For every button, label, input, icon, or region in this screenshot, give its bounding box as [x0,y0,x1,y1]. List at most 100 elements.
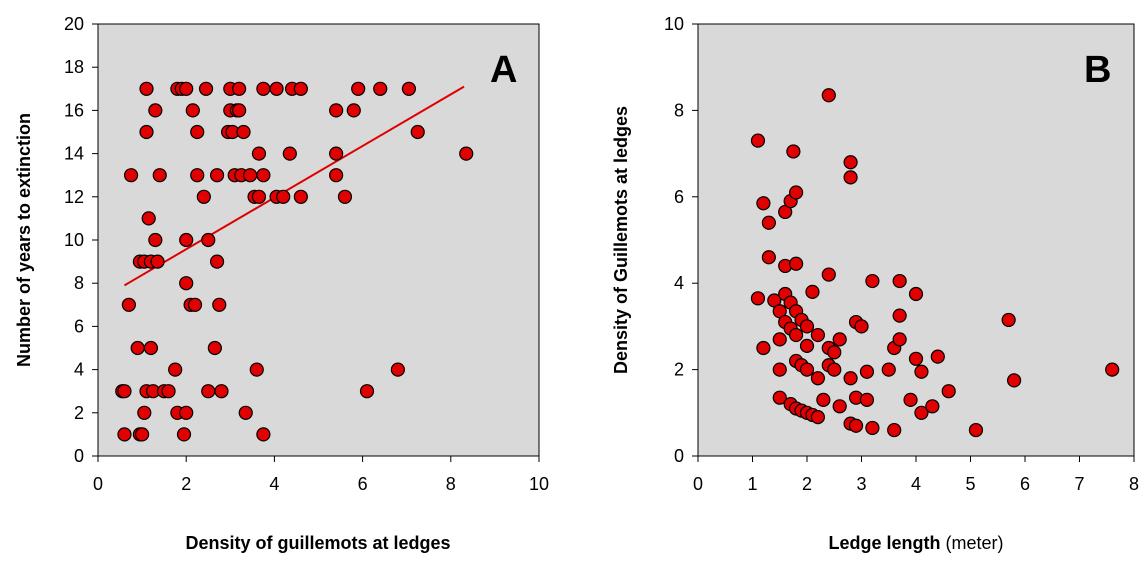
panel-b-x-tick-label: 2 [802,474,812,494]
panel-b-data-point [821,267,836,282]
panel-b-data-point [821,88,836,103]
panel-a-y-tick-label: 20 [64,14,84,34]
panel-a-y-tick-label: 14 [64,144,84,164]
panel-b-x-tick-label: 8 [1129,474,1139,494]
panel-b-data-point [941,384,956,399]
panel-a-data-point [190,168,205,183]
panel-a-data-point [161,384,176,399]
panel-a-data-point [209,254,225,269]
panel-a-data-point [256,81,271,96]
panel-a-data-point [390,362,405,377]
panel-a-data-point [139,124,154,140]
panel-a-data-point [243,168,258,183]
panel-a-data-point [196,189,211,204]
panel-a-data-point [249,362,264,377]
panel-a-data-point [187,297,203,312]
panel-b-data-point [925,399,940,414]
panel-b-data-point [865,420,880,436]
panel-a-data-point [329,168,344,183]
panel-a-data-point [143,340,159,356]
panel-b-data-point [892,308,907,323]
panel-b-data-point [914,364,929,379]
panel-a-x-tick-label: 10 [529,474,549,494]
panel-a-data-point [232,81,247,96]
panel-b-x-tick-label: 1 [747,474,757,494]
panel-b-data-point [750,133,766,148]
panel-a-data-point [337,189,353,204]
panel-a-data-point [346,103,361,118]
panel-b-data-point [968,422,984,438]
panel-a-data-point [232,103,247,118]
panel-b-data-point [799,319,815,334]
panel-a-letter: A [490,49,517,91]
panel-a-data-point [293,189,308,204]
panel-a-data-point [214,384,229,399]
panel-b-data-point [832,332,847,347]
panel-a-data-point [141,211,156,226]
panel-a: 0 2 4 6 8 10 0 2 4 6 8 10 12 14 16 18 20 A Density of gu… [14,14,549,553]
panel-b-x-tick-label: 5 [965,474,975,494]
panel-b-data-point [756,196,771,211]
panel-b-data-point [786,144,801,159]
panel-b-data-point [810,327,826,343]
panel-a-x-tick-label: 2 [181,474,191,494]
panel-b-data-point [908,286,924,302]
panel-b-data-point [908,351,924,366]
panel-b-data-point [1006,373,1022,388]
panel-b-data-point [772,332,787,347]
panel-a-data-point [401,81,417,96]
panel-a-x-tick-label: 6 [358,474,368,494]
panel-a-trendline [123,85,465,287]
panel-a-x-axis-label: Density of guillemots at ledges [185,533,450,553]
panel-b-x-tick-label: 3 [856,474,866,494]
panel-a-data-point [351,81,366,96]
panel-a-data-point [373,81,388,96]
panel-a-data-point [117,384,132,399]
panel-a-data-point [201,232,216,248]
panel-a-data-point [179,405,194,420]
panel-b-data-point [892,332,907,347]
panel-b-data-point [816,392,831,407]
panel-a-data-point [148,103,163,118]
panel-b-data-point [843,371,858,386]
panel-b-data-point [914,405,929,420]
panel-b-data-point [892,273,907,289]
panel-b-data-point [854,319,869,334]
panel-b-data-point [903,392,918,407]
panel-b-x-axis-unit: (meter) [941,533,1004,553]
panel-b-data-point [832,399,847,414]
panel-a-y-tick-label: 8 [74,273,84,293]
panel-b-data-point [799,338,815,353]
panel-a-data-point [137,405,152,420]
panel-b-data-point [761,215,776,230]
panel-b-x-axis-label-main: Ledge length [829,533,941,553]
panel-a-data-point [256,168,271,183]
panel-b-y-axis-label: Density of Guillemots at ledges [611,106,631,374]
panel-a-data-point [276,189,291,204]
panel-a-data-point [176,427,192,442]
panel-a-data-point [329,103,344,118]
panel-a-data-point [209,168,225,183]
panel-a-data-point [185,103,200,118]
panel-a-data-point [359,384,375,399]
panel-a-data-point [123,168,139,183]
panel-b-y-tick-label: 0 [674,446,684,466]
panel-b-data-point [810,410,826,425]
panel-b-x-tick-label: 7 [1074,474,1084,494]
panel-b-data-point [788,256,804,271]
panel-b-data-point [827,345,842,360]
panel-a-data-point [207,340,222,356]
panel-a-y-tick-label: 2 [74,403,84,423]
panel-b-data-point [772,390,787,405]
panel-a-data-point [410,124,425,140]
panel-a-data-point [329,146,344,161]
panel-a-data-point [150,254,165,269]
panel-b-y-tick-label: 8 [674,100,684,120]
panel-a-data-point [190,124,205,140]
panel-a-data-point [139,81,154,96]
panel-a-data-point [148,232,163,248]
panel-b-y-tick-label: 2 [674,360,684,380]
panel-b-y-tick-label: 6 [674,187,684,207]
